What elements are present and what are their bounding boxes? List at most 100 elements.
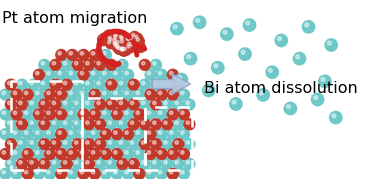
Circle shape <box>91 52 95 55</box>
Circle shape <box>169 111 173 114</box>
Circle shape <box>11 168 22 179</box>
Circle shape <box>125 40 136 50</box>
Circle shape <box>5 158 16 169</box>
Circle shape <box>117 119 128 130</box>
Circle shape <box>332 114 336 118</box>
Circle shape <box>58 111 61 114</box>
Circle shape <box>181 131 184 134</box>
Circle shape <box>158 91 162 95</box>
Circle shape <box>78 89 89 100</box>
Circle shape <box>130 121 134 124</box>
Circle shape <box>156 149 167 159</box>
Circle shape <box>296 55 300 59</box>
Circle shape <box>112 168 122 179</box>
Circle shape <box>74 161 78 164</box>
Circle shape <box>95 99 105 110</box>
Circle shape <box>175 73 187 86</box>
Circle shape <box>136 151 139 154</box>
Circle shape <box>102 151 106 154</box>
Circle shape <box>97 101 100 105</box>
Circle shape <box>114 39 124 49</box>
Circle shape <box>2 91 6 95</box>
Circle shape <box>141 81 145 85</box>
Circle shape <box>80 151 84 154</box>
Circle shape <box>25 171 28 174</box>
Circle shape <box>74 121 78 124</box>
Circle shape <box>136 131 139 134</box>
Circle shape <box>117 158 128 169</box>
Circle shape <box>30 141 33 144</box>
Circle shape <box>50 139 61 150</box>
Circle shape <box>101 38 104 41</box>
Circle shape <box>2 171 6 174</box>
Circle shape <box>80 52 84 55</box>
Circle shape <box>325 39 338 51</box>
Circle shape <box>136 38 139 41</box>
Circle shape <box>119 46 129 56</box>
Circle shape <box>41 141 45 144</box>
Circle shape <box>112 31 122 41</box>
Circle shape <box>108 36 111 39</box>
Circle shape <box>327 41 332 45</box>
Circle shape <box>153 141 156 144</box>
Circle shape <box>13 111 17 114</box>
Circle shape <box>171 23 183 35</box>
Circle shape <box>156 89 167 100</box>
Circle shape <box>114 171 117 174</box>
Circle shape <box>101 89 112 100</box>
Circle shape <box>128 119 139 130</box>
Circle shape <box>162 139 173 150</box>
Circle shape <box>36 111 39 114</box>
Circle shape <box>125 91 128 95</box>
Circle shape <box>134 129 145 140</box>
Circle shape <box>25 91 28 95</box>
Circle shape <box>164 121 167 124</box>
Circle shape <box>36 91 39 95</box>
Circle shape <box>167 129 178 140</box>
Circle shape <box>56 69 67 80</box>
Circle shape <box>13 171 17 174</box>
Circle shape <box>36 131 39 134</box>
Circle shape <box>39 158 50 169</box>
Circle shape <box>100 36 103 39</box>
Circle shape <box>150 139 161 150</box>
Circle shape <box>45 168 56 179</box>
Circle shape <box>114 111 117 114</box>
Circle shape <box>106 99 117 110</box>
Circle shape <box>61 99 72 110</box>
Circle shape <box>84 139 94 150</box>
Circle shape <box>293 52 306 65</box>
Circle shape <box>181 91 184 95</box>
Circle shape <box>0 129 11 140</box>
Circle shape <box>102 52 106 55</box>
Circle shape <box>205 86 209 90</box>
Circle shape <box>186 121 190 124</box>
Circle shape <box>112 40 121 50</box>
Circle shape <box>11 109 22 120</box>
Circle shape <box>139 79 150 90</box>
Circle shape <box>130 161 134 164</box>
Circle shape <box>302 21 315 33</box>
Circle shape <box>19 121 22 124</box>
Circle shape <box>167 109 178 120</box>
Circle shape <box>130 101 134 105</box>
Circle shape <box>97 141 100 144</box>
Circle shape <box>106 59 117 70</box>
Circle shape <box>89 69 100 80</box>
Circle shape <box>56 129 67 140</box>
Text: Pt atom migration: Pt atom migration <box>2 11 147 26</box>
Circle shape <box>58 131 61 134</box>
Circle shape <box>22 89 33 100</box>
Circle shape <box>47 111 50 114</box>
Circle shape <box>134 36 144 46</box>
Circle shape <box>164 81 167 85</box>
Circle shape <box>52 81 56 85</box>
Circle shape <box>162 79 173 90</box>
Circle shape <box>127 42 131 45</box>
Circle shape <box>50 79 61 90</box>
Circle shape <box>287 105 291 109</box>
Circle shape <box>150 119 161 130</box>
Circle shape <box>135 35 138 38</box>
Circle shape <box>153 121 156 124</box>
Circle shape <box>114 91 117 95</box>
